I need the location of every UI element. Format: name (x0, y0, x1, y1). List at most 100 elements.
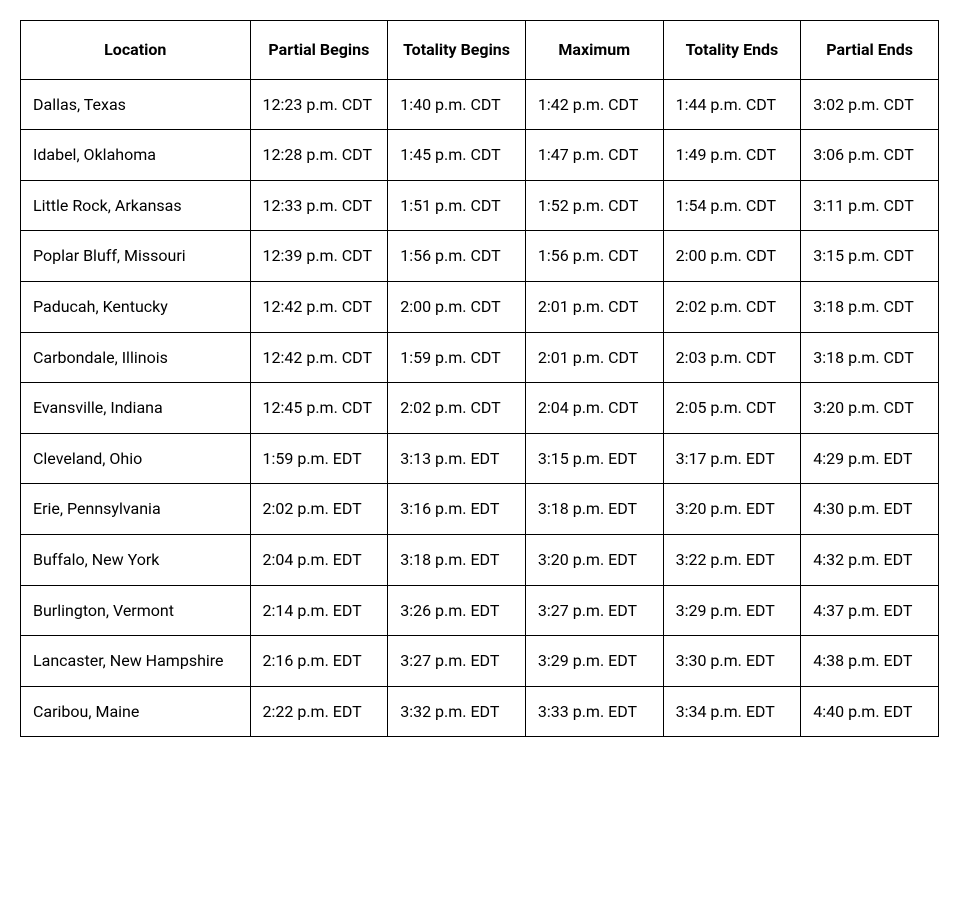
table-row: Caribou, Maine 2:22 p.m. EDT 3:32 p.m. E… (21, 686, 939, 737)
cell-totality-begins: 3:18 p.m. EDT (388, 534, 526, 585)
cell-maximum: 3:18 p.m. EDT (525, 484, 663, 535)
cell-totality-begins: 3:26 p.m. EDT (388, 585, 526, 636)
table-row: Erie, Pennsylvania 2:02 p.m. EDT 3:16 p.… (21, 484, 939, 535)
cell-maximum: 1:47 p.m. CDT (525, 130, 663, 181)
col-header-partial-ends: Partial Ends (801, 21, 939, 80)
cell-partial-ends: 4:40 p.m. EDT (801, 686, 939, 737)
table-row: Lancaster, New Hampshire 2:16 p.m. EDT 3… (21, 636, 939, 687)
cell-totality-ends: 2:05 p.m. CDT (663, 383, 801, 434)
cell-partial-ends: 4:38 p.m. EDT (801, 636, 939, 687)
cell-location: Buffalo, New York (21, 534, 251, 585)
cell-partial-begins: 12:28 p.m. CDT (250, 130, 388, 181)
cell-totality-begins: 1:59 p.m. CDT (388, 332, 526, 383)
cell-totality-begins: 3:16 p.m. EDT (388, 484, 526, 535)
cell-partial-begins: 1:59 p.m. EDT (250, 433, 388, 484)
cell-location: Burlington, Vermont (21, 585, 251, 636)
cell-partial-ends: 3:11 p.m. CDT (801, 180, 939, 231)
cell-totality-ends: 1:49 p.m. CDT (663, 130, 801, 181)
cell-totality-ends: 2:00 p.m. CDT (663, 231, 801, 282)
cell-totality-begins: 1:40 p.m. CDT (388, 79, 526, 130)
cell-location: Little Rock, Arkansas (21, 180, 251, 231)
cell-totality-ends: 3:22 p.m. EDT (663, 534, 801, 585)
cell-maximum: 1:56 p.m. CDT (525, 231, 663, 282)
cell-location: Carbondale, Illinois (21, 332, 251, 383)
cell-partial-begins: 12:39 p.m. CDT (250, 231, 388, 282)
cell-partial-ends: 4:37 p.m. EDT (801, 585, 939, 636)
cell-maximum: 1:52 p.m. CDT (525, 180, 663, 231)
table-row: Buffalo, New York 2:04 p.m. EDT 3:18 p.m… (21, 534, 939, 585)
cell-partial-ends: 3:15 p.m. CDT (801, 231, 939, 282)
cell-partial-begins: 12:23 p.m. CDT (250, 79, 388, 130)
cell-totality-begins: 2:00 p.m. CDT (388, 281, 526, 332)
cell-maximum: 1:42 p.m. CDT (525, 79, 663, 130)
cell-partial-ends: 3:06 p.m. CDT (801, 130, 939, 181)
cell-location: Dallas, Texas (21, 79, 251, 130)
cell-maximum: 2:01 p.m. CDT (525, 281, 663, 332)
cell-partial-ends: 3:18 p.m. CDT (801, 281, 939, 332)
table-row: Evansville, Indiana 12:45 p.m. CDT 2:02 … (21, 383, 939, 434)
table-body: Dallas, Texas 12:23 p.m. CDT 1:40 p.m. C… (21, 79, 939, 737)
col-header-maximum: Maximum (525, 21, 663, 80)
cell-location: Paducah, Kentucky (21, 281, 251, 332)
cell-totality-begins: 1:45 p.m. CDT (388, 130, 526, 181)
col-header-totality-ends: Totality Ends (663, 21, 801, 80)
cell-totality-begins: 3:32 p.m. EDT (388, 686, 526, 737)
col-header-totality-begins: Totality Begins (388, 21, 526, 80)
cell-totality-begins: 2:02 p.m. CDT (388, 383, 526, 434)
cell-partial-ends: 4:30 p.m. EDT (801, 484, 939, 535)
cell-maximum: 3:33 p.m. EDT (525, 686, 663, 737)
table-row: Cleveland, Ohio 1:59 p.m. EDT 3:13 p.m. … (21, 433, 939, 484)
cell-totality-begins: 3:13 p.m. EDT (388, 433, 526, 484)
cell-partial-ends: 3:20 p.m. CDT (801, 383, 939, 434)
cell-partial-begins: 12:33 p.m. CDT (250, 180, 388, 231)
cell-location: Caribou, Maine (21, 686, 251, 737)
cell-partial-begins: 12:42 p.m. CDT (250, 332, 388, 383)
table-row: Burlington, Vermont 2:14 p.m. EDT 3:26 p… (21, 585, 939, 636)
cell-partial-ends: 4:29 p.m. EDT (801, 433, 939, 484)
table-row: Carbondale, Illinois 12:42 p.m. CDT 1:59… (21, 332, 939, 383)
cell-partial-ends: 3:02 p.m. CDT (801, 79, 939, 130)
cell-maximum: 2:01 p.m. CDT (525, 332, 663, 383)
cell-maximum: 3:20 p.m. EDT (525, 534, 663, 585)
cell-totality-begins: 1:51 p.m. CDT (388, 180, 526, 231)
cell-totality-ends: 1:44 p.m. CDT (663, 79, 801, 130)
cell-partial-begins: 2:14 p.m. EDT (250, 585, 388, 636)
cell-totality-ends: 2:02 p.m. CDT (663, 281, 801, 332)
cell-location: Erie, Pennsylvania (21, 484, 251, 535)
table-row: Dallas, Texas 12:23 p.m. CDT 1:40 p.m. C… (21, 79, 939, 130)
cell-partial-begins: 12:42 p.m. CDT (250, 281, 388, 332)
cell-location: Idabel, Oklahoma (21, 130, 251, 181)
cell-totality-ends: 3:17 p.m. EDT (663, 433, 801, 484)
col-header-location: Location (21, 21, 251, 80)
cell-partial-ends: 4:32 p.m. EDT (801, 534, 939, 585)
table-row: Idabel, Oklahoma 12:28 p.m. CDT 1:45 p.m… (21, 130, 939, 181)
cell-maximum: 3:29 p.m. EDT (525, 636, 663, 687)
cell-maximum: 3:15 p.m. EDT (525, 433, 663, 484)
cell-totality-begins: 3:27 p.m. EDT (388, 636, 526, 687)
cell-partial-ends: 3:18 p.m. CDT (801, 332, 939, 383)
cell-totality-ends: 3:30 p.m. EDT (663, 636, 801, 687)
cell-location: Cleveland, Ohio (21, 433, 251, 484)
col-header-partial-begins: Partial Begins (250, 21, 388, 80)
cell-location: Poplar Bluff, Missouri (21, 231, 251, 282)
cell-location: Lancaster, New Hampshire (21, 636, 251, 687)
cell-location: Evansville, Indiana (21, 383, 251, 434)
cell-partial-begins: 2:02 p.m. EDT (250, 484, 388, 535)
table-row: Paducah, Kentucky 12:42 p.m. CDT 2:00 p.… (21, 281, 939, 332)
cell-maximum: 3:27 p.m. EDT (525, 585, 663, 636)
cell-partial-begins: 2:16 p.m. EDT (250, 636, 388, 687)
cell-totality-ends: 3:34 p.m. EDT (663, 686, 801, 737)
table-header-row: Location Partial Begins Totality Begins … (21, 21, 939, 80)
cell-partial-begins: 12:45 p.m. CDT (250, 383, 388, 434)
cell-totality-ends: 3:20 p.m. EDT (663, 484, 801, 535)
eclipse-times-table: Location Partial Begins Totality Begins … (20, 20, 939, 737)
cell-partial-begins: 2:04 p.m. EDT (250, 534, 388, 585)
cell-totality-ends: 1:54 p.m. CDT (663, 180, 801, 231)
cell-maximum: 2:04 p.m. CDT (525, 383, 663, 434)
cell-totality-begins: 1:56 p.m. CDT (388, 231, 526, 282)
table-row: Poplar Bluff, Missouri 12:39 p.m. CDT 1:… (21, 231, 939, 282)
table-row: Little Rock, Arkansas 12:33 p.m. CDT 1:5… (21, 180, 939, 231)
cell-totality-ends: 2:03 p.m. CDT (663, 332, 801, 383)
cell-partial-begins: 2:22 p.m. EDT (250, 686, 388, 737)
cell-totality-ends: 3:29 p.m. EDT (663, 585, 801, 636)
